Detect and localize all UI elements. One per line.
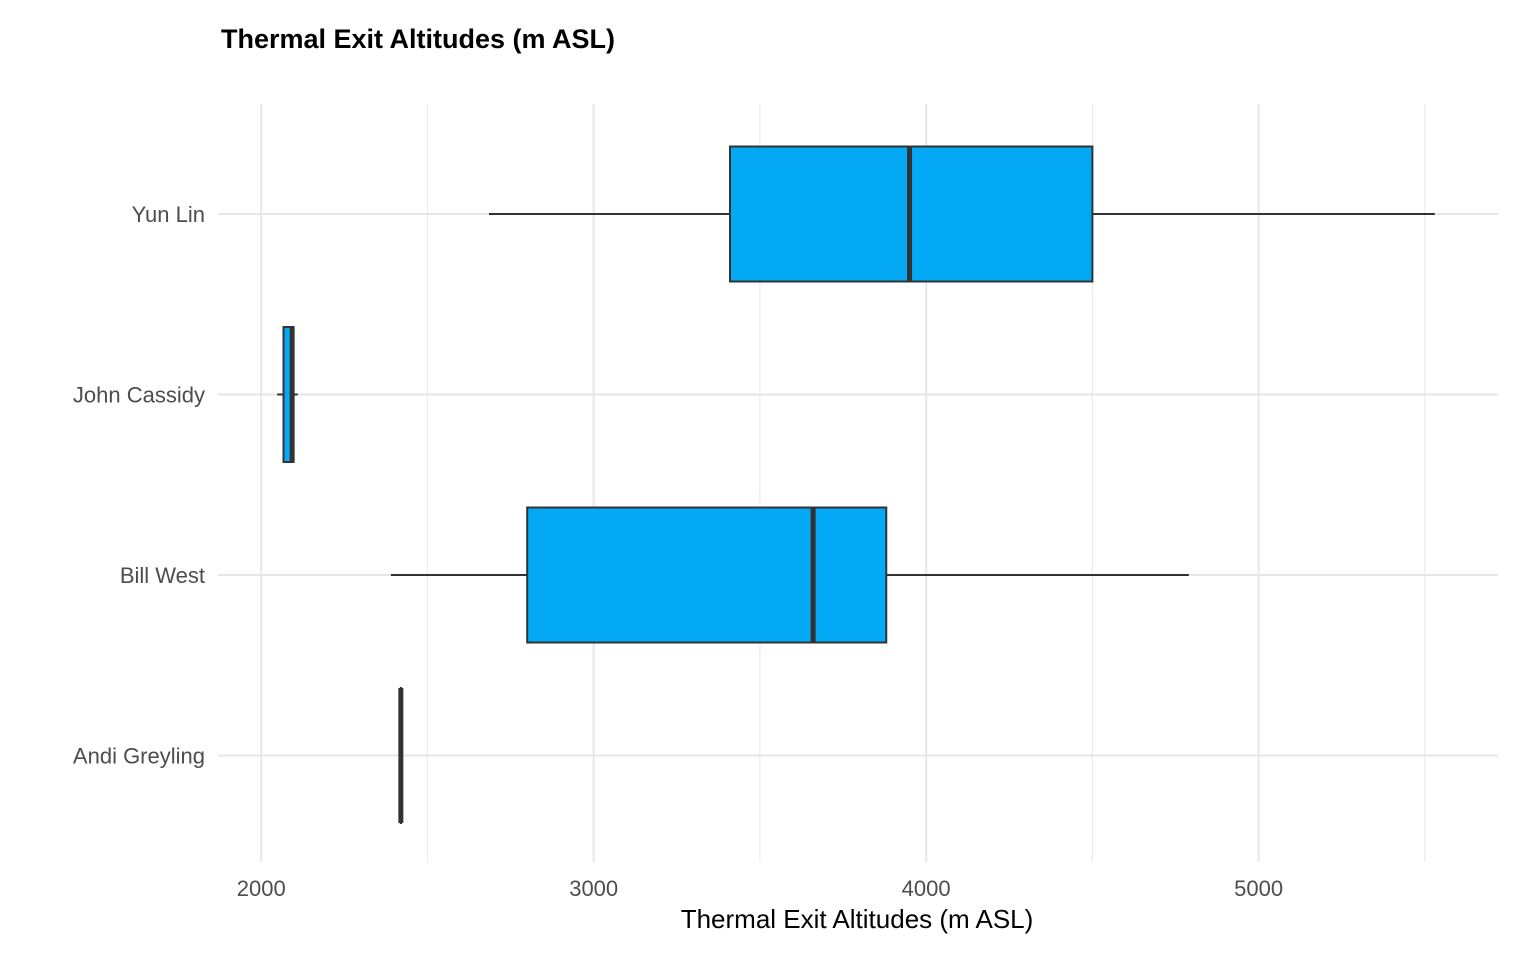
boxes [277,145,1435,824]
y-tick-label: John Cassidy [73,383,205,408]
x-axis: 2000 3000 4000 5000 [237,876,1283,901]
chart-title: Thermal Exit Altitudes (m ASL) [221,24,615,54]
x-tick-label: 5000 [1234,876,1283,901]
x-tick-label: 3000 [569,876,618,901]
y-tick-label: Bill West [120,563,205,588]
y-axis: Andi Greyling Bill West John Cassidy Yun Li… [73,202,205,769]
y-tick-label: Andi Greyling [73,744,205,769]
y-tick-label: Yun Lin [132,202,205,227]
box-iqr [526,506,888,644]
x-tick-label: 2000 [237,876,286,901]
box-bill-west [390,506,1189,644]
x-tick-label: 4000 [902,876,951,901]
box-yun-lin [488,145,1435,283]
x-axis-title: Thermal Exit Altitudes (m ASL) [681,904,1034,934]
box-john-cassidy [277,326,298,463]
